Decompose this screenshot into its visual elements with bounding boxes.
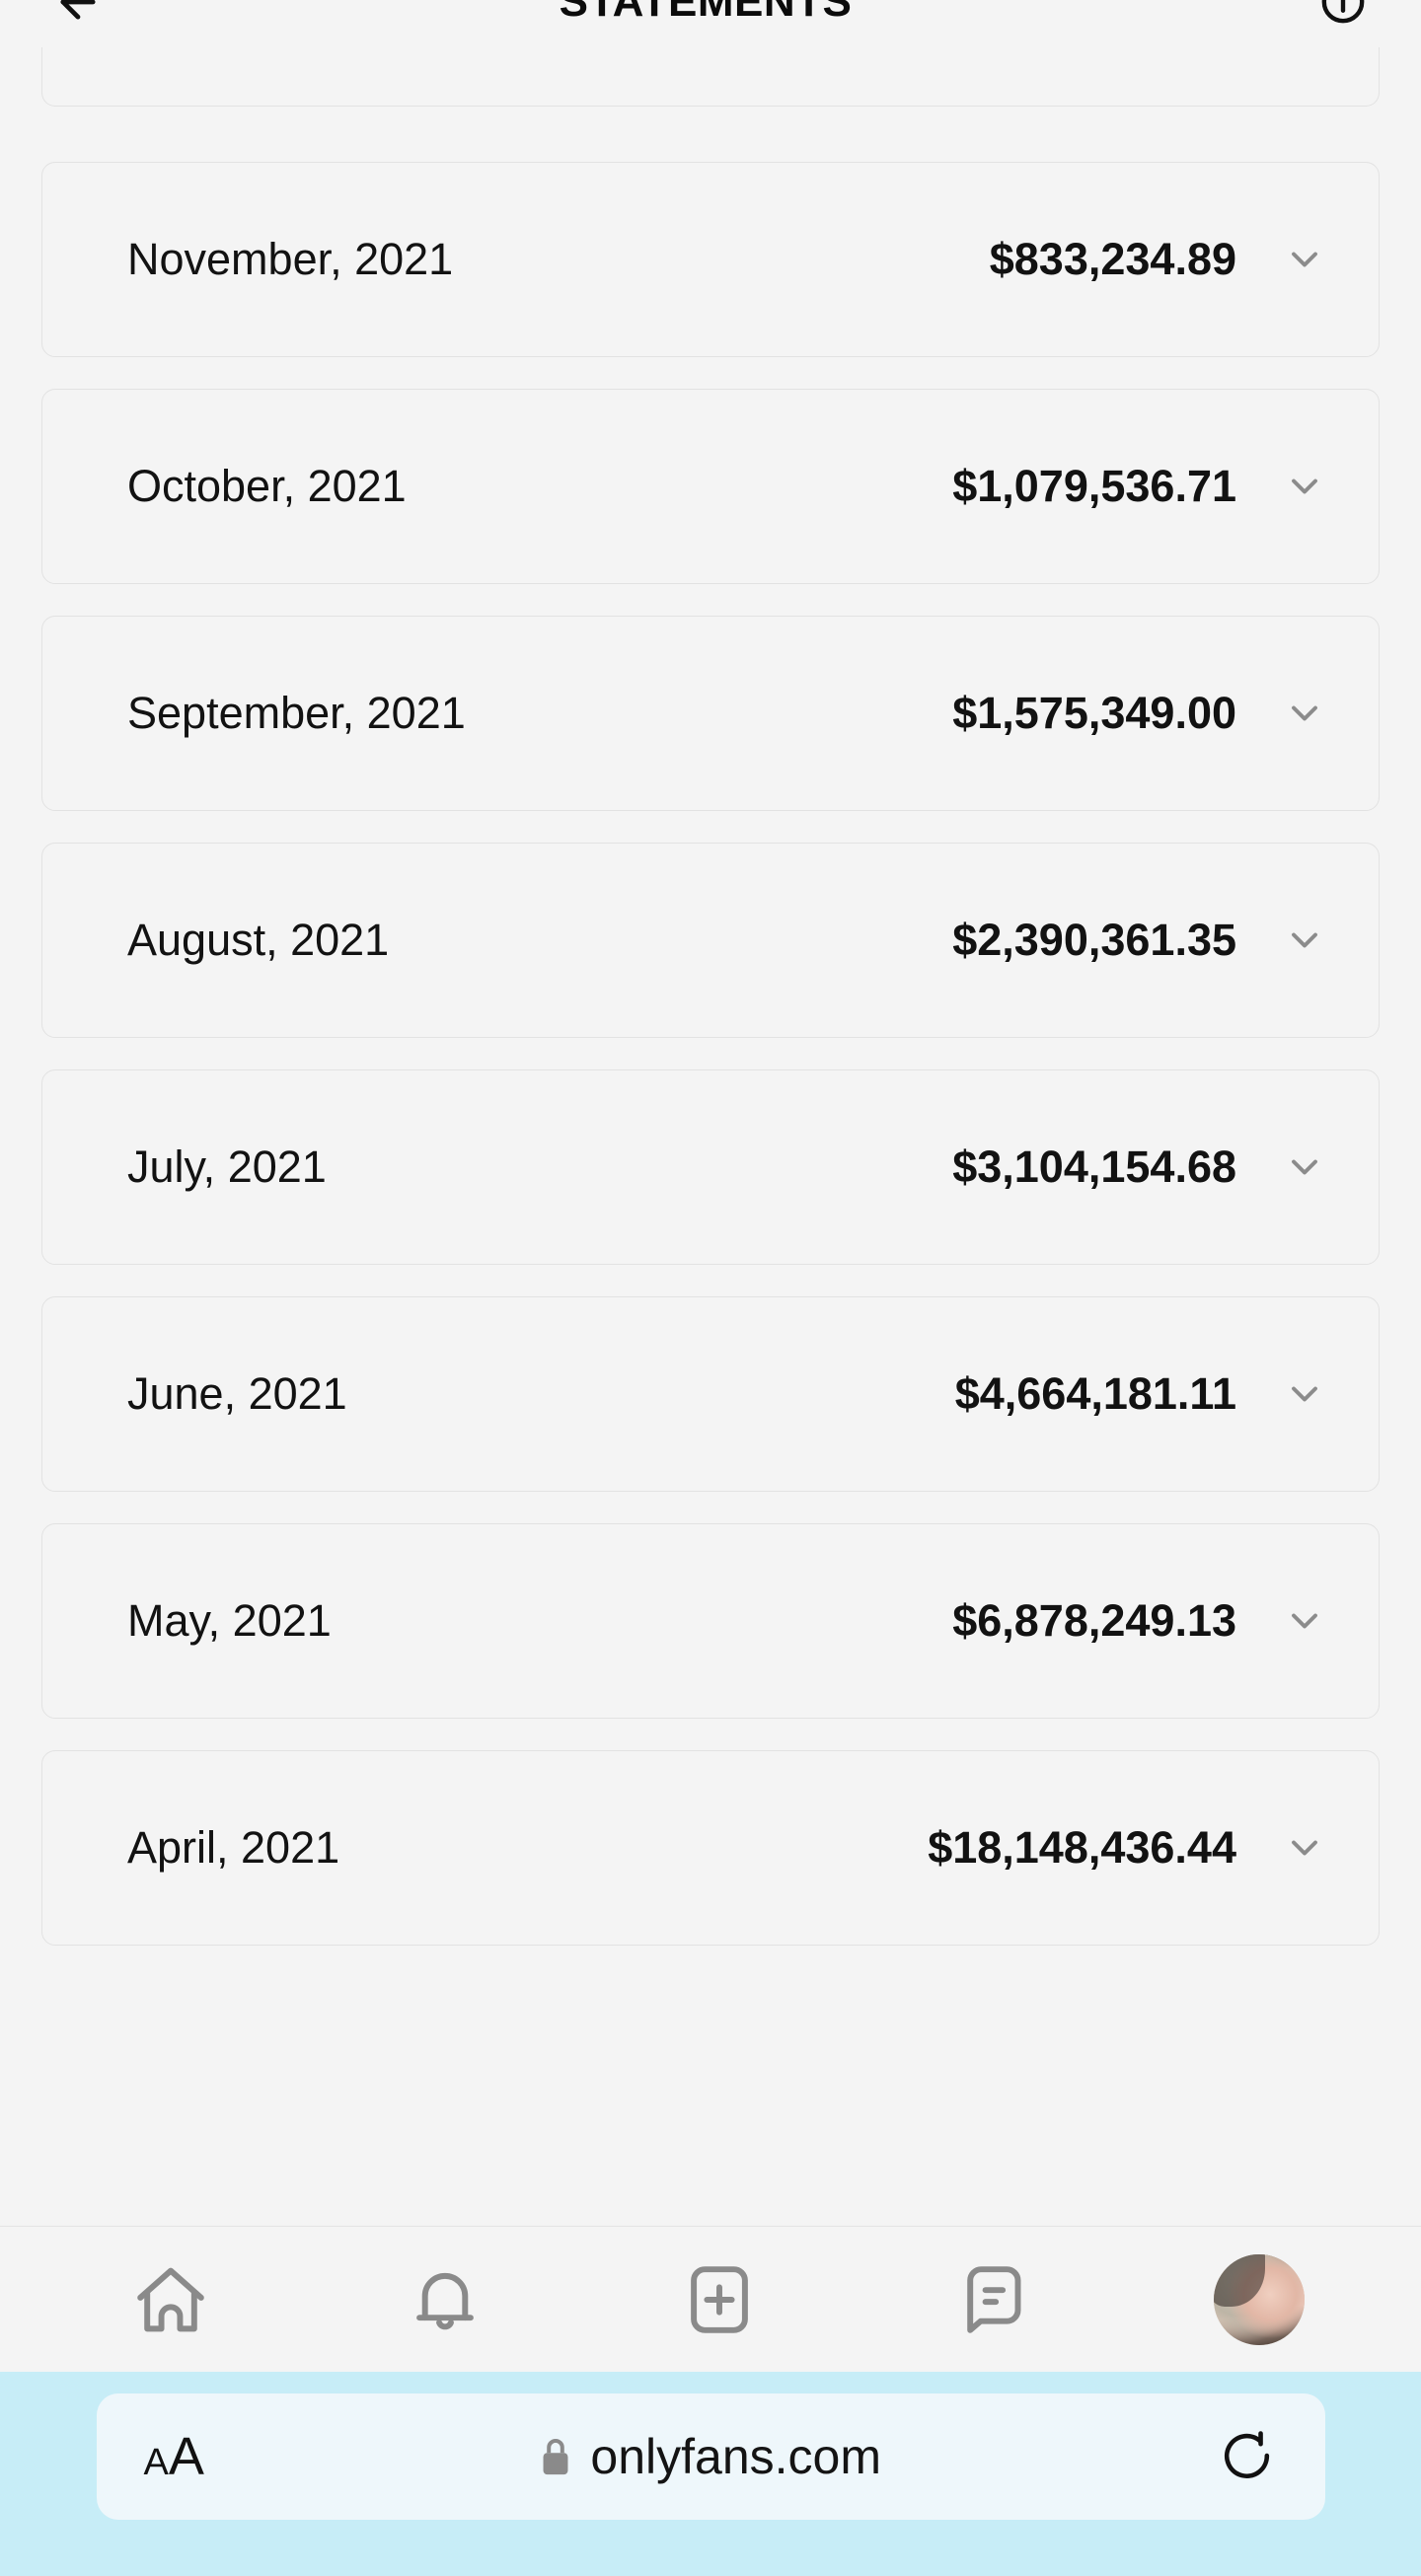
back-arrow-icon[interactable] [51,0,105,29]
chevron-down-icon[interactable] [1282,1371,1327,1417]
statement-amount: $6,878,249.13 [952,1595,1236,1646]
statement-amount: $1,079,536.71 [952,461,1236,511]
table-row[interactable]: October, 2021 $1,079,536.71 [41,389,1380,584]
statement-amount: $2,390,361.35 [952,915,1236,965]
chevron-down-icon[interactable] [1282,237,1327,282]
statement-month: June, 2021 [127,1368,347,1419]
plus-square-icon[interactable] [665,2245,774,2354]
statement-month: April, 2021 [127,1822,340,1873]
statement-month: October, 2021 [127,461,407,511]
text-size-small-label: A [143,2441,169,2483]
statement-row-partial[interactable] [41,47,1380,107]
chevron-down-icon[interactable] [1282,1598,1327,1644]
table-row[interactable]: November, 2021 $833,234.89 [41,162,1380,357]
statement-month: August, 2021 [127,915,390,965]
avatar[interactable] [1214,2253,1305,2345]
statement-amount: $18,148,436.44 [928,1822,1236,1873]
text-size-large-label: A [168,2426,204,2486]
bottom-navigation [0,2226,1421,2372]
url-text: onlyfans.com [590,2428,881,2484]
page-title: STATEMENTS [559,0,853,26]
home-icon[interactable] [116,2245,225,2354]
page-header: STATEMENTS [0,0,1421,47]
table-row[interactable]: June, 2021 $4,664,181.11 [41,1296,1380,1492]
statement-amount: $4,664,181.11 [954,1368,1236,1419]
chevron-down-icon[interactable] [1282,691,1327,736]
reload-icon[interactable] [1217,2426,1278,2487]
chevron-down-icon[interactable] [1282,464,1327,509]
statement-month: November, 2021 [127,234,454,284]
table-row[interactable]: May, 2021 $6,878,249.13 [41,1523,1380,1719]
statement-amount: $1,575,349.00 [952,688,1236,738]
info-circle-icon[interactable] [1316,0,1370,29]
table-row[interactable]: July, 2021 $3,104,154.68 [41,1069,1380,1265]
table-row[interactable]: April, 2021 $18,148,436.44 [41,1750,1380,1946]
statement-month: September, 2021 [127,688,466,738]
statement-month: July, 2021 [127,1141,327,1192]
url-display[interactable]: onlyfans.com [204,2428,1217,2485]
chevron-down-icon[interactable] [1282,1144,1327,1190]
lock-icon [539,2436,572,2477]
chevron-down-icon[interactable] [1282,1825,1327,1871]
table-row[interactable]: September, 2021 $1,575,349.00 [41,616,1380,811]
table-row[interactable]: August, 2021 $2,390,361.35 [41,843,1380,1038]
message-icon[interactable] [939,2245,1048,2354]
bell-icon[interactable] [391,2245,499,2354]
statement-amount: $3,104,154.68 [952,1141,1236,1192]
statement-amount: $833,234.89 [989,234,1236,284]
statement-month: May, 2021 [127,1595,332,1646]
statements-list[interactable]: November, 2021 $833,234.89 October, 2021… [0,47,1421,2226]
chevron-down-icon[interactable] [1282,918,1327,963]
